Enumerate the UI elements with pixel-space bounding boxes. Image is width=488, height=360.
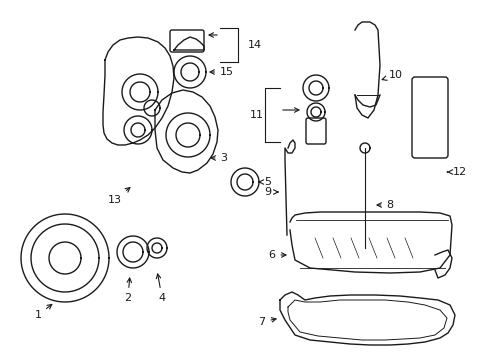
Text: 14: 14 xyxy=(247,40,262,50)
Text: 1: 1 xyxy=(35,305,52,320)
Text: 2: 2 xyxy=(124,278,131,303)
Text: 10: 10 xyxy=(382,70,402,80)
Text: 4: 4 xyxy=(156,274,165,303)
Text: 7: 7 xyxy=(258,317,276,327)
Text: 11: 11 xyxy=(249,110,264,120)
Text: 8: 8 xyxy=(376,200,393,210)
Text: 15: 15 xyxy=(209,67,234,77)
Text: 5: 5 xyxy=(258,177,271,187)
Text: 3: 3 xyxy=(211,153,227,163)
Text: 13: 13 xyxy=(108,188,130,205)
Text: 9: 9 xyxy=(264,187,278,197)
Text: 12: 12 xyxy=(447,167,466,177)
Text: 6: 6 xyxy=(268,250,285,260)
